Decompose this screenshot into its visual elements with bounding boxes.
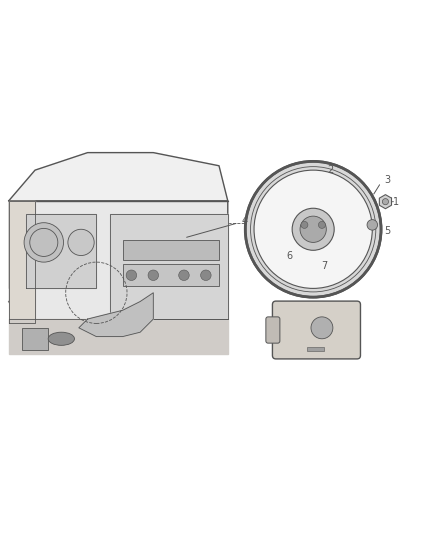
Text: 4: 4 (241, 215, 247, 225)
Bar (22, 328, 48, 350)
Circle shape (300, 216, 326, 243)
Text: 1: 1 (393, 197, 399, 207)
Circle shape (126, 270, 137, 280)
Circle shape (382, 199, 389, 205)
Text: 2: 2 (328, 165, 334, 175)
Polygon shape (110, 214, 228, 319)
Polygon shape (26, 214, 96, 288)
Polygon shape (79, 293, 153, 336)
Circle shape (179, 270, 189, 280)
Circle shape (245, 161, 381, 297)
Circle shape (201, 270, 211, 280)
Polygon shape (9, 152, 228, 201)
Polygon shape (9, 319, 228, 354)
Circle shape (367, 220, 378, 230)
Circle shape (251, 167, 376, 292)
Circle shape (311, 317, 333, 339)
Circle shape (301, 221, 308, 229)
Circle shape (245, 161, 381, 297)
FancyBboxPatch shape (266, 317, 280, 343)
Circle shape (292, 208, 334, 251)
Circle shape (318, 221, 325, 229)
Circle shape (254, 170, 372, 288)
Polygon shape (9, 201, 228, 345)
Circle shape (68, 229, 94, 255)
Bar (123, 264, 219, 286)
Text: 3: 3 (385, 175, 391, 185)
Circle shape (24, 223, 64, 262)
Polygon shape (9, 201, 35, 324)
Bar (307, 346, 324, 351)
Bar (123, 240, 219, 260)
Circle shape (148, 270, 159, 280)
Polygon shape (379, 195, 392, 209)
FancyBboxPatch shape (272, 301, 360, 359)
Text: 6: 6 (286, 251, 292, 261)
Ellipse shape (48, 332, 74, 345)
Text: 5: 5 (385, 225, 391, 236)
Text: 7: 7 (321, 261, 327, 271)
